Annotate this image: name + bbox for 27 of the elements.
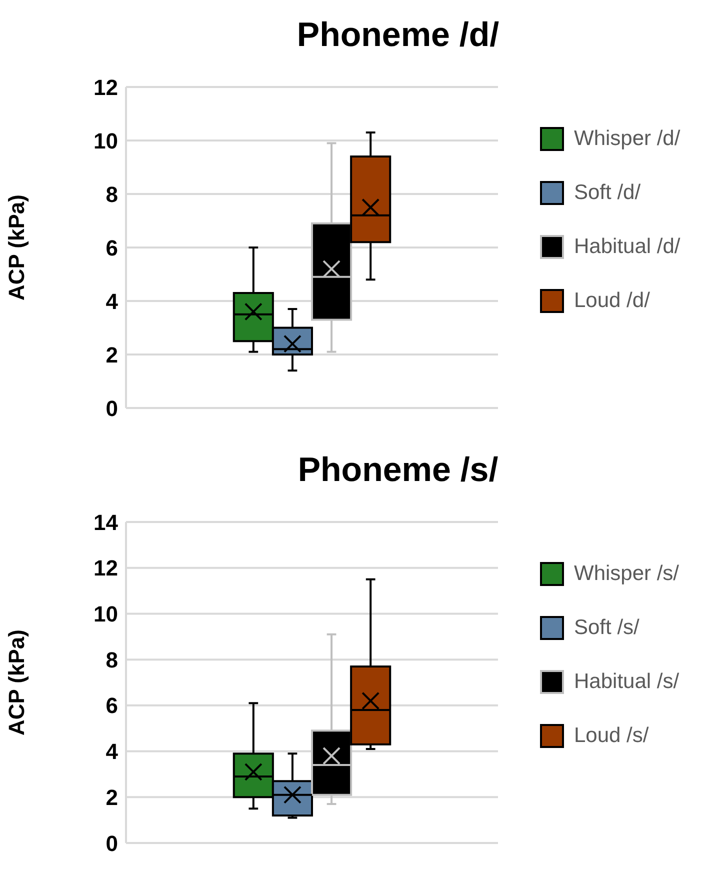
legend-label: Loud /d/ — [574, 289, 650, 313]
y-tick-label: 0 — [106, 396, 118, 421]
y-tick-label: 6 — [106, 235, 118, 260]
legend-label: Soft /s/ — [574, 616, 640, 640]
y-tick-label: 10 — [94, 128, 118, 154]
y-tick-label: 8 — [106, 647, 118, 672]
legend-label: Whisper /d/ — [574, 127, 680, 151]
legend-label: Loud /s/ — [574, 724, 649, 748]
y-tick-label: 6 — [106, 693, 118, 718]
y-axis-title: ACP (kPa) — [4, 194, 29, 300]
y-tick-label: 8 — [106, 182, 118, 207]
y-axis-title: ACP (kPa) — [4, 630, 29, 736]
chart-title: Phoneme /s/ — [296, 451, 500, 490]
y-tick-label: 10 — [94, 602, 118, 627]
y-tick-label: 2 — [106, 342, 118, 368]
legend-label: Whisper /s/ — [574, 562, 680, 586]
y-tick-label: 2 — [106, 784, 118, 810]
chart-title: Phoneme /d/ — [296, 16, 500, 55]
y-tick-label: 4 — [106, 288, 119, 314]
y-tick-label: 12 — [94, 74, 118, 100]
y-tick-label: 14 — [94, 510, 119, 535]
legend-label: Habitual /s/ — [574, 670, 680, 694]
legend-label: Habitual /d/ — [574, 235, 680, 259]
y-tick-label: 12 — [94, 556, 118, 581]
y-tick-label: 4 — [106, 739, 119, 764]
legend-label: Soft /d/ — [574, 181, 641, 205]
y-tick-label: 0 — [106, 830, 118, 856]
